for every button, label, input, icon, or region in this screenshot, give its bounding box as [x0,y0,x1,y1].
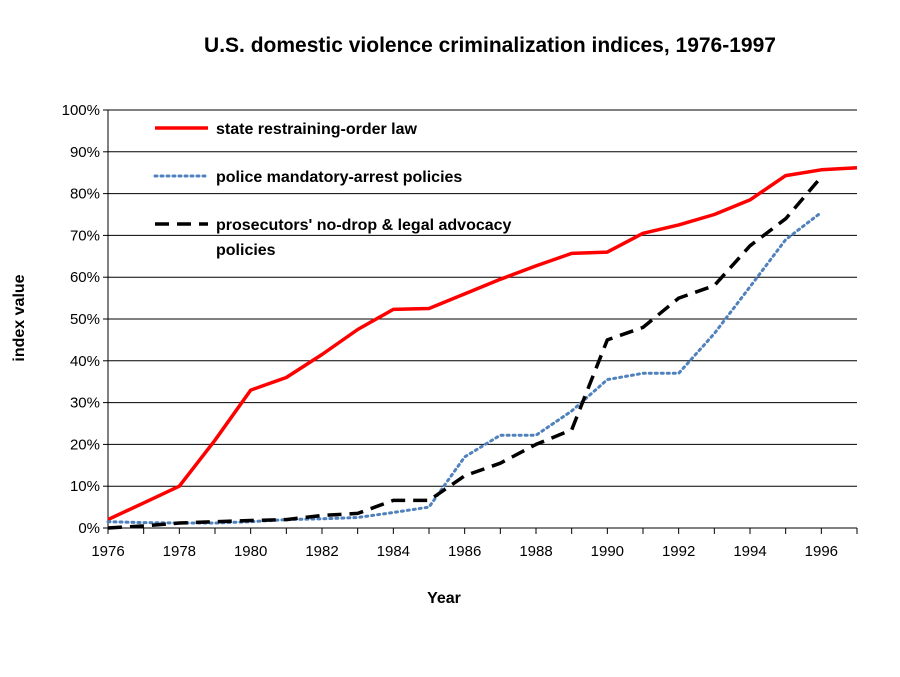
legend-label-2: police mandatory-arrest policies [216,169,462,186]
series-lines [106,165,858,530]
y-tick-label: 40% [70,353,100,370]
y-tick-label: 50% [70,311,100,328]
x-tick-label: 1994 [733,543,766,560]
chart-title: U.S. domestic violence criminalization i… [204,34,776,57]
series-line-2 [106,210,823,525]
x-tick-label: 1990 [591,543,624,560]
y-tick-label: 30% [70,395,100,412]
series-line-1 [107,165,858,522]
y-tick-label: 60% [70,269,100,286]
x-tick-label: 1986 [448,543,481,560]
y-axis-title: index value [11,274,28,361]
x-tick-label: 1978 [163,543,196,560]
legend-label-3: prosecutors' no-drop & legal advocacy pol… [216,217,512,259]
x-tick-label: 1988 [519,543,552,560]
x-tick-labels: 1976 1978 1980 1982 1984 1986 1988 1990 1992 1994… [91,543,838,560]
y-tick-label: 100% [62,102,100,119]
x-tick-label: 1984 [377,543,410,560]
legend-label-1: state restraining-order law [216,121,418,138]
y-tick-label: 0% [78,520,100,537]
x-tick-label: 1996 [805,543,838,560]
y-tick-label: 20% [70,436,100,453]
gridlines [108,109,857,487]
legend: state restraining-order law police mandat… [153,121,512,259]
x-axis-title: Year [427,590,461,607]
x-tick-label: 1982 [305,543,338,560]
x-tick-label: 1992 [662,543,695,560]
x-tick-label: 1976 [91,543,124,560]
x-tick-label: 1980 [234,543,267,560]
y-tick-label: 10% [70,478,100,495]
y-tick-label: 90% [70,144,100,161]
axes [103,109,858,534]
series-line-3 [107,175,823,530]
y-tick-label: 80% [70,186,100,203]
y-tick-label: 70% [70,227,100,244]
y-tick-labels: 0% 10% 20% 30% 40% 50% 60% 70% 80% 90% 100% [62,102,100,537]
